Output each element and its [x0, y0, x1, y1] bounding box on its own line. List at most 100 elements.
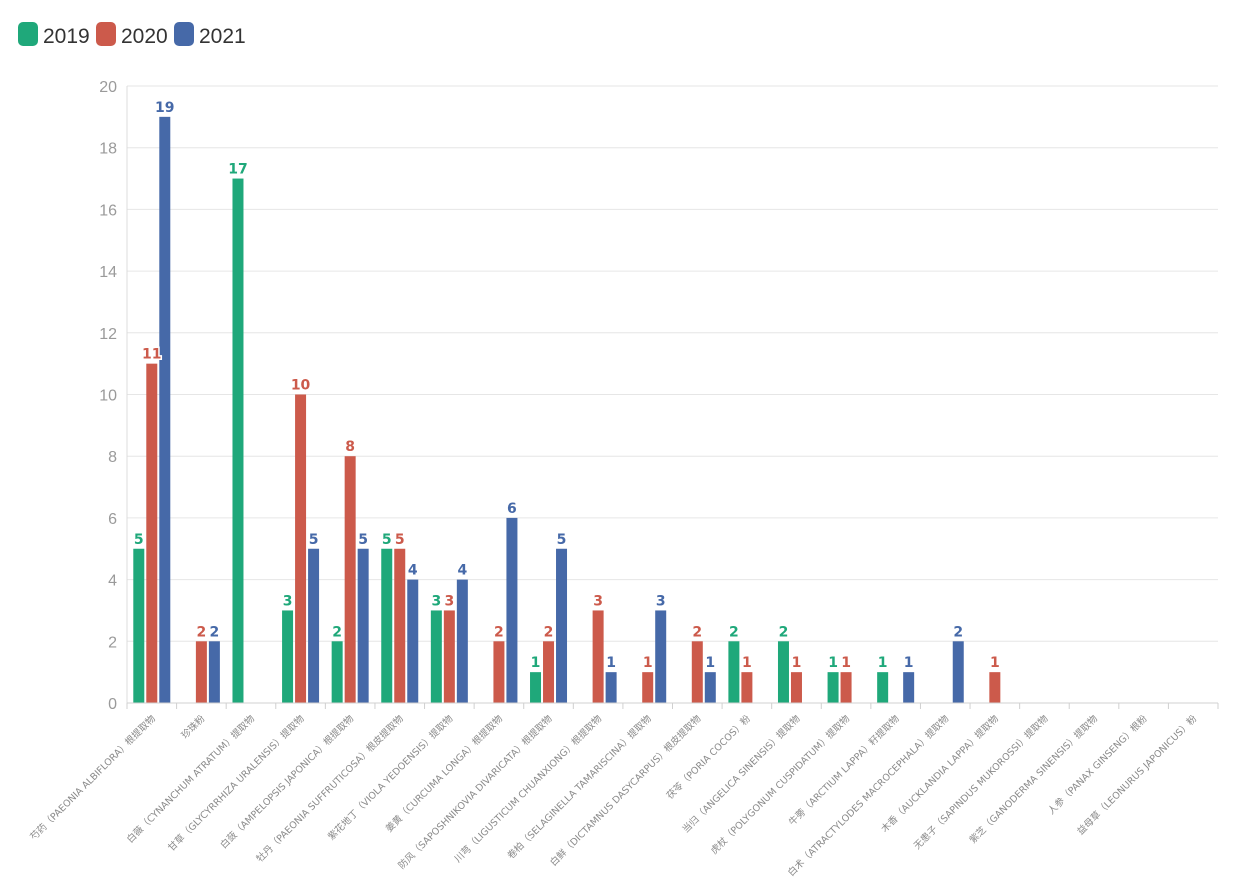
legend-item-2020[interactable]: 2020 [96, 22, 168, 48]
y-tick-label: 6 [108, 511, 117, 528]
bar-2020-4[interactable] [295, 394, 307, 704]
data-label-2020-13: 1 [742, 655, 752, 671]
bar-2019-9[interactable] [530, 672, 542, 703]
data-label-2021-17: 2 [953, 624, 963, 640]
legend-swatch [18, 22, 38, 46]
y-axis-ticks: 0 2 4 6 8 10 12 14 16 18 20 [99, 79, 117, 713]
data-label-2021-12: 1 [705, 655, 715, 671]
bar-2021-9[interactable] [556, 548, 568, 703]
data-label-2019-15: 1 [828, 655, 838, 671]
y-tick-label: 14 [99, 264, 117, 281]
bar-2021-1[interactable] [159, 116, 171, 704]
legend-swatch [96, 22, 116, 46]
bar-2020-9[interactable] [543, 641, 555, 703]
bar-2020-7[interactable] [443, 610, 455, 703]
bar-2019-3[interactable] [232, 178, 244, 704]
data-label-2020-18: 1 [990, 655, 1000, 671]
bars [133, 116, 1001, 704]
data-label-2021-11: 3 [656, 593, 666, 609]
legend-label: 2020 [121, 25, 168, 48]
x-axis: 芍药（PAEONIA ALBIFLORA）根提取物 珍珠粉白薇（CYNANCHUM… [28, 702, 1219, 879]
data-label-2021-6: 4 [408, 563, 418, 579]
bar-2019-4[interactable] [282, 610, 294, 703]
data-label-2020-10: 3 [593, 593, 603, 609]
data-label-2019-5: 2 [332, 624, 342, 640]
bar-2019-14[interactable] [777, 641, 789, 703]
bar-2021-8[interactable] [506, 517, 518, 703]
bar-2020-15[interactable] [840, 672, 852, 703]
legend[interactable]: 2019 2020 2021 [18, 22, 246, 48]
bar-2021-17[interactable] [952, 641, 964, 703]
data-label-2019-4: 3 [283, 593, 293, 609]
data-label-2021-2: 2 [210, 624, 220, 640]
bar-2019-1[interactable] [133, 548, 145, 703]
data-label-2019-1: 5 [134, 532, 144, 548]
bar-2020-18[interactable] [989, 672, 1001, 703]
y-tick-label: 8 [108, 449, 117, 466]
bar-2020-6[interactable] [394, 548, 406, 703]
bar-2021-10[interactable] [605, 672, 617, 703]
y-tick-label: 4 [108, 573, 117, 590]
bar-2019-15[interactable] [827, 672, 839, 703]
bar-2020-13[interactable] [741, 672, 753, 703]
data-label-2020-2: 2 [197, 624, 207, 640]
y-tick-label: 18 [99, 141, 117, 158]
bar-2021-6[interactable] [407, 579, 419, 703]
bar-2020-1[interactable] [146, 363, 158, 703]
data-label-2021-10: 1 [606, 655, 616, 671]
data-label-2020-5: 8 [345, 439, 355, 455]
y-tick-label: 2 [108, 634, 117, 651]
data-label-2020-9: 2 [544, 624, 554, 640]
legend-label: 2021 [199, 25, 246, 48]
bar-2019-7[interactable] [430, 610, 442, 703]
bar-2019-16[interactable] [877, 672, 889, 703]
legend-item-2019[interactable]: 2019 [18, 22, 90, 48]
x-tick-label: 白术（ATRACTYLODES MACROCEPHALA）提取物 [785, 712, 951, 878]
data-label-2021-16: 1 [904, 655, 914, 671]
data-label-2019-13: 2 [729, 624, 739, 640]
data-label-2020-7: 3 [444, 593, 454, 609]
bar-2020-2[interactable] [195, 641, 207, 703]
y-tick-label: 20 [99, 79, 117, 96]
data-label-2019-14: 2 [779, 624, 789, 640]
bar-2021-16[interactable] [903, 672, 915, 703]
x-tick-label: 牛蒡（ARCTIUM LAPPA）籽提取物 [786, 712, 902, 828]
data-label-2019-3: 17 [228, 162, 247, 178]
data-label-2020-6: 5 [395, 532, 405, 548]
data-label-2021-5: 5 [358, 532, 368, 548]
data-label-2021-4: 5 [309, 532, 319, 548]
bar-2019-13[interactable] [728, 641, 740, 703]
legend-item-2021[interactable]: 2021 [174, 22, 246, 48]
bar-2021-11[interactable] [655, 610, 667, 703]
data-label-2020-1: 11 [142, 347, 161, 363]
data-label-2021-7: 4 [457, 563, 467, 579]
data-label-2019-6: 5 [382, 532, 392, 548]
data-label-2020-8: 2 [494, 624, 504, 640]
y-tick-label: 10 [99, 388, 117, 405]
bar-2020-5[interactable] [344, 456, 356, 703]
bar-2021-12[interactable] [704, 672, 716, 703]
data-label-2019-7: 3 [431, 593, 441, 609]
bar-2020-14[interactable] [790, 672, 802, 703]
x-tick-label: 人参（PANAX GINSENG）根粉 [1045, 712, 1150, 817]
bar-2019-5[interactable] [331, 641, 343, 703]
data-label-2019-9: 1 [531, 655, 541, 671]
data-label-2020-11: 1 [643, 655, 653, 671]
bar-2019-6[interactable] [381, 548, 393, 703]
data-label-2020-12: 2 [692, 624, 702, 640]
bar-2020-12[interactable] [691, 641, 703, 703]
data-label-2020-14: 1 [792, 655, 802, 671]
y-tick-label: 12 [99, 326, 117, 343]
bar-2021-7[interactable] [456, 579, 468, 703]
bar-2021-5[interactable] [357, 548, 369, 703]
bar-2020-11[interactable] [642, 672, 654, 703]
bar-2020-8[interactable] [493, 641, 505, 703]
legend-label: 2019 [43, 25, 90, 48]
bar-2021-2[interactable] [208, 641, 220, 703]
y-tick-label: 16 [99, 202, 117, 219]
data-label-2021-9: 5 [557, 532, 567, 548]
bar-2020-10[interactable] [592, 610, 604, 703]
bar-2021-4[interactable] [308, 548, 320, 703]
